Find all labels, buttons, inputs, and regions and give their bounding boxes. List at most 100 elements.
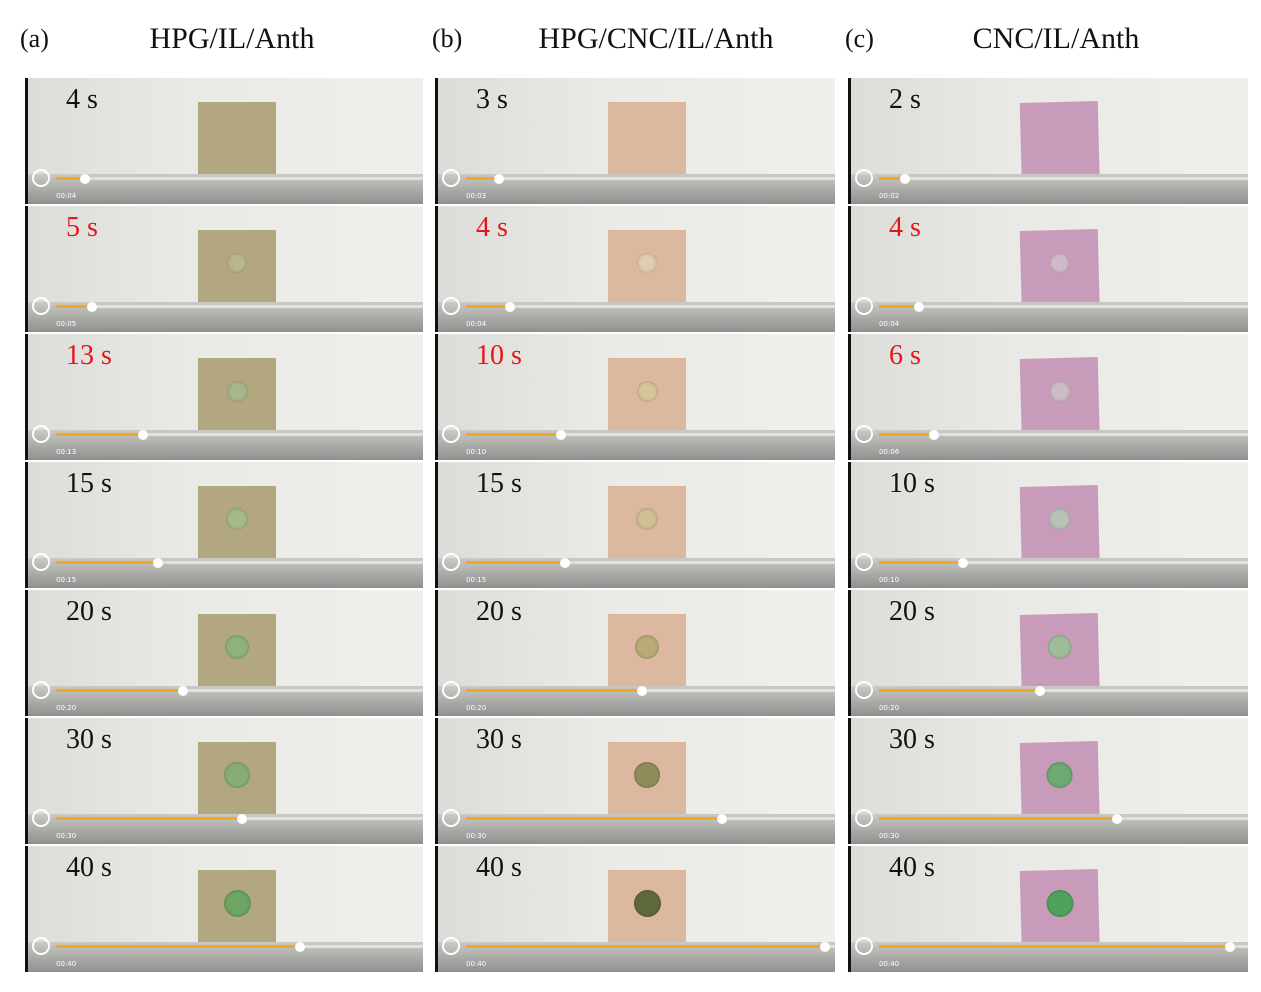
track [56,561,423,564]
video-frame: 00:30 30 s [435,718,835,844]
timestamp: 00:15 [56,576,77,584]
time-label: 30 s [476,724,522,755]
progress-knob [87,302,98,312]
progress [466,945,825,948]
progress [466,689,642,692]
panel-label: (a) [20,24,49,53]
progress-knob [294,942,305,952]
progress [879,305,920,308]
track [879,689,1248,692]
progress [56,945,300,948]
play-button [32,937,50,955]
progress [56,305,93,308]
track [56,305,423,308]
droplet [1048,507,1072,531]
droplet [1045,889,1074,917]
video-frame: 00:03 3 s [435,78,835,204]
track [879,177,1248,180]
video-frame: 00:30 30 s [25,718,423,844]
progress [466,177,499,180]
panel-label: (b) [432,24,463,53]
droplet [1046,761,1073,789]
video-frame: 00:40 40 s [848,846,1248,972]
play-button [855,937,873,955]
progress-knob [1225,942,1236,952]
progress-knob [138,430,149,440]
progress [56,561,158,564]
timestamp: 00:30 [56,832,77,840]
timestamp: 00:40 [56,960,77,968]
track [879,433,1248,436]
droplet [1048,380,1071,402]
track [466,689,835,692]
time-label: 20 s [66,596,112,627]
droplet [226,380,248,402]
progress-knob [504,302,515,312]
progress-knob [556,430,567,440]
track [879,561,1248,564]
time-label: 3 s [476,84,508,115]
droplet [1047,634,1072,660]
time-label: 2 s [889,84,921,115]
timestamp: 00:13 [56,448,77,456]
progress-knob [1111,814,1122,824]
time-label: 10 s [889,468,935,499]
progress-knob [928,430,939,440]
time-label: 20 s [889,596,935,627]
progress-knob [152,558,163,568]
time-label: 13 s [66,340,112,371]
time-label: 40 s [476,852,522,883]
progress-knob [1035,686,1046,696]
play-button [855,297,873,315]
timestamp: 00:20 [56,704,77,712]
progress [466,305,510,308]
play-button [32,809,50,827]
play-button [442,169,460,187]
progress-knob [899,174,910,184]
time-label: 5 s [66,212,98,243]
timestamp: 00:03 [466,192,487,200]
play-button [855,425,873,443]
play-button [32,425,50,443]
track [466,177,835,180]
timestamp: 00:30 [879,832,900,840]
droplet [1049,253,1070,274]
time-label: 40 s [889,852,935,883]
droplet [227,253,247,273]
play-button [32,553,50,571]
video-frame: 00:04 4 s [435,206,835,332]
timestamp: 00:05 [56,320,77,328]
progress-knob [914,302,925,312]
progress [879,433,934,436]
droplet [225,635,249,659]
video-frame: 00:06 6 s [848,334,1248,460]
progress [879,945,1231,948]
play-button [442,937,460,955]
timestamp: 00:15 [466,576,487,584]
video-frame: 00:15 15 s [435,462,835,588]
progress-knob [559,558,570,568]
video-frame: 00:40 40 s [25,846,423,972]
video-frame: 00:40 40 s [435,846,835,972]
progress-knob [80,174,91,184]
play-button [32,297,50,315]
video-frame: 00:04 4 s [25,78,423,204]
video-frame: 00:10 10 s [435,334,835,460]
progress [56,433,144,436]
video-frame: 00:20 20 s [848,590,1248,716]
timestamp: 00:04 [879,320,900,328]
video-frame: 00:20 20 s [25,590,423,716]
track [56,177,423,180]
timestamp: 00:40 [879,960,900,968]
progress-knob [178,686,189,696]
track [466,433,835,436]
play-button [442,809,460,827]
timestamp: 00:10 [466,448,487,456]
video-frame: 00:02 2 s [848,78,1248,204]
play-button [855,681,873,699]
time-label: 30 s [889,724,935,755]
panel-title: HPG/CNC/IL/Anth [538,22,774,55]
video-frame: 00:30 30 s [848,718,1248,844]
video-frame: 00:15 15 s [25,462,423,588]
